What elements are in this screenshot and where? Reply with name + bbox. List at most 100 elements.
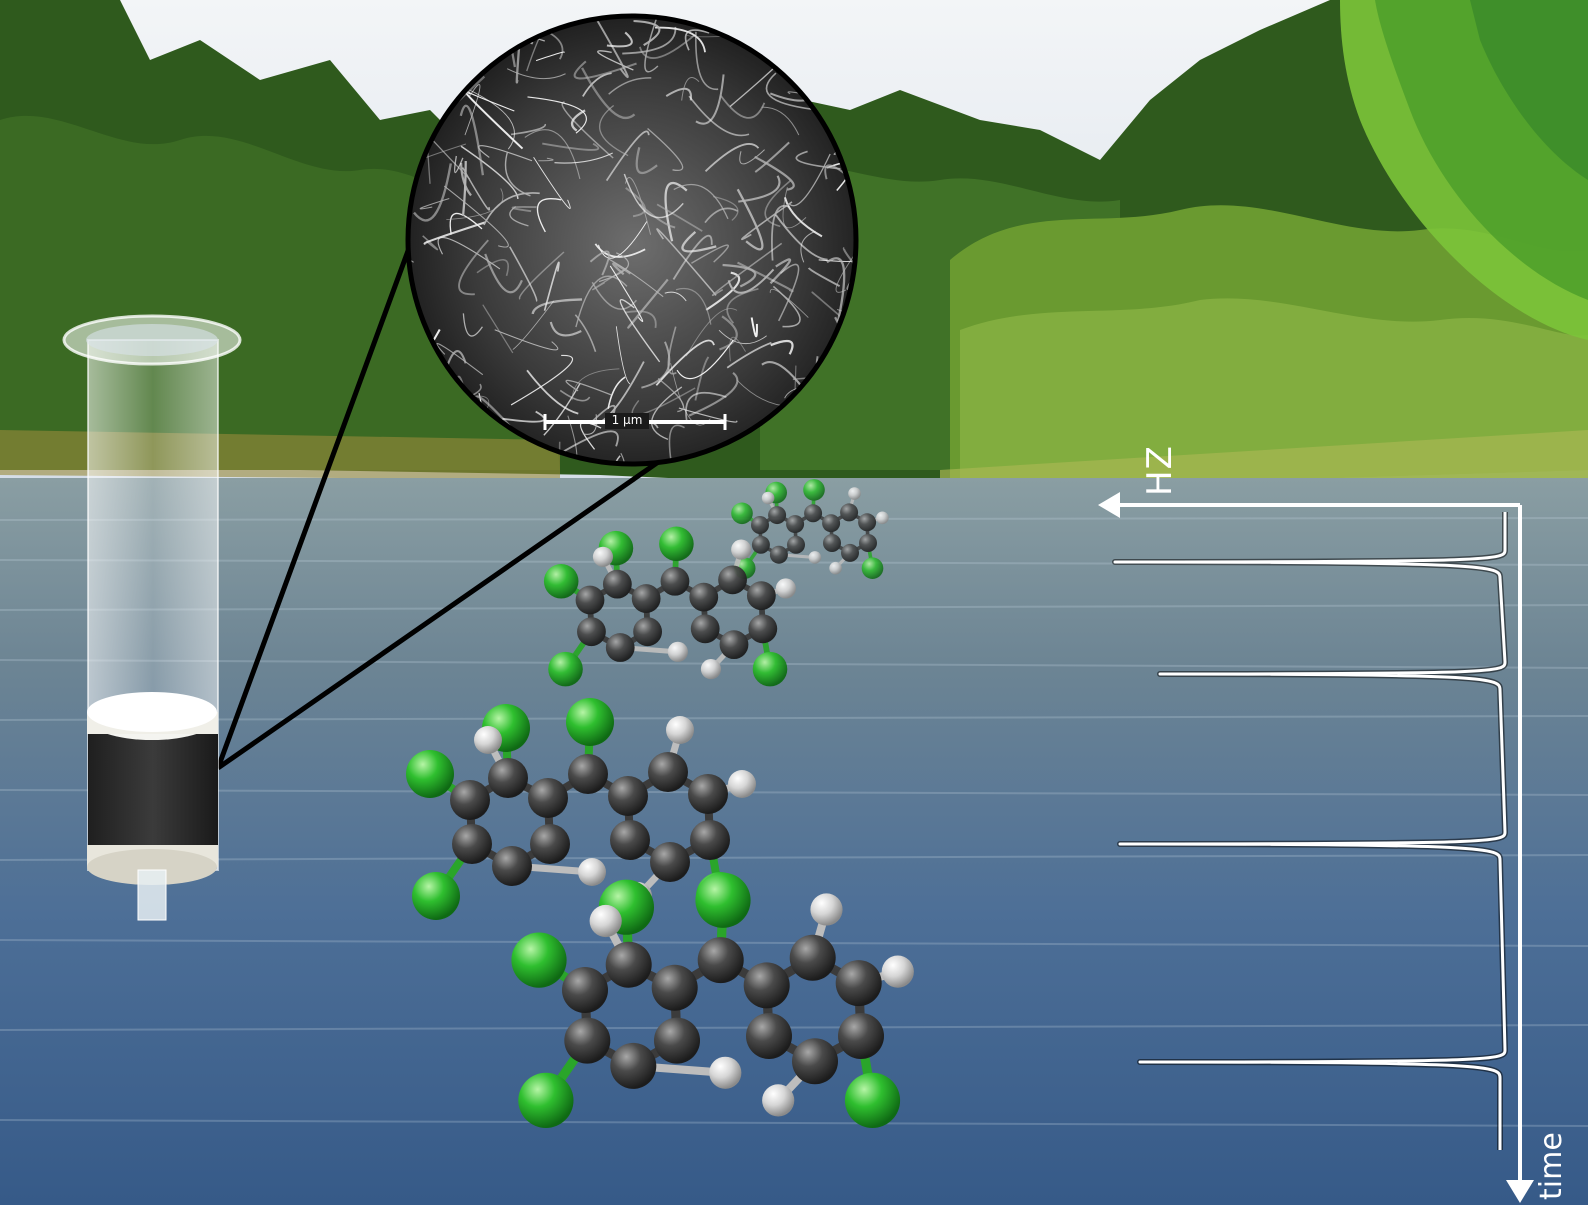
carbon-atom — [528, 778, 568, 818]
chlorine-atom — [752, 651, 788, 687]
carbon-atom — [859, 534, 877, 552]
carbon-atom — [660, 566, 690, 596]
carbon-atom — [769, 545, 788, 564]
carbon-atom — [648, 752, 688, 792]
hz-axis-arrow — [1098, 492, 1120, 518]
carbon-atom — [492, 846, 532, 886]
carbon-atom — [651, 964, 698, 1011]
carbon-atom — [789, 934, 836, 981]
molecule-near — [406, 698, 756, 920]
carbon-atom — [835, 960, 882, 1007]
spe-cartridge — [62, 314, 242, 921]
carbon-atom — [787, 535, 805, 554]
carbon-atom — [768, 506, 787, 525]
carbon-atom — [450, 780, 490, 820]
carbon-atom — [633, 617, 662, 647]
chlorine-atom — [731, 502, 753, 525]
molecule-front — [511, 872, 914, 1128]
carbon-atom — [746, 581, 776, 611]
hydrogen-atom — [474, 726, 502, 754]
hydrogen-atom — [700, 659, 722, 680]
chlorine-atom — [803, 479, 825, 501]
carbon-atom — [822, 514, 841, 533]
time-axis-arrow — [1506, 1180, 1534, 1203]
carbon-atom — [838, 1013, 884, 1059]
hydrogen-atom — [731, 539, 752, 560]
time-axis-label: time — [1534, 1132, 1569, 1200]
chlorine-atom — [566, 698, 614, 746]
carbon-atom — [746, 1013, 792, 1059]
carbon-atom — [690, 820, 730, 860]
hydrogen-atom — [848, 487, 861, 500]
hydrogen-atom — [876, 511, 889, 525]
hydrogen-atom — [578, 858, 606, 886]
carbon-atom — [575, 585, 605, 615]
carbon-atom — [804, 504, 823, 523]
chlorine-atom — [518, 1072, 574, 1128]
carbon-atom — [608, 776, 648, 816]
carbon-atom — [697, 937, 744, 984]
carbon-atom — [858, 513, 877, 532]
hydrogen-atom — [829, 561, 842, 575]
carbon-atom — [562, 967, 608, 1013]
chlorine-atom — [548, 651, 583, 687]
accent-arc — [1340, 0, 1588, 340]
molecule-mid — [543, 526, 796, 687]
carbon-atom — [564, 1017, 611, 1064]
carbon-atom — [610, 820, 650, 860]
hydrogen-atom — [810, 893, 843, 926]
carbon-atom — [568, 754, 608, 794]
carbon-atom — [718, 565, 747, 595]
chlorine-atom — [844, 1072, 901, 1128]
carbon-atom — [610, 1042, 657, 1089]
carbon-atom — [719, 630, 749, 660]
carbon-atom — [605, 941, 652, 988]
chlorine-atom — [406, 750, 454, 798]
carbon-atom — [690, 614, 720, 644]
pcb-molecules — [406, 479, 914, 1128]
hydrogen-atom — [666, 716, 694, 744]
hz-axis-label: HZ — [1140, 445, 1180, 496]
hydrogen-atom — [775, 578, 796, 599]
chlorine-atom — [511, 932, 567, 988]
carbon-atom — [602, 569, 632, 599]
molecule-far — [731, 479, 889, 579]
carbon-atom — [751, 535, 770, 554]
carbon-atom — [689, 582, 719, 612]
carbon-atom — [688, 774, 728, 814]
carbon-atom — [654, 1017, 700, 1064]
carbon-atom — [631, 584, 661, 613]
hydrogen-atom — [592, 546, 614, 567]
carbon-atom — [841, 543, 859, 562]
zoom-lines — [215, 239, 692, 771]
chromatogram — [1098, 492, 1534, 1203]
hydrogen-atom — [589, 904, 622, 938]
hydrogen-atom — [762, 1084, 795, 1117]
chlorine-atom — [543, 564, 579, 599]
chlorine-atom — [659, 526, 694, 562]
chlorine-atom — [412, 872, 460, 920]
carbon-atom — [840, 503, 859, 522]
carbon-atom — [743, 962, 790, 1009]
carbon-atom — [786, 515, 805, 534]
chromatogram-trace — [1113, 512, 1507, 1150]
carbon-atom — [792, 1038, 838, 1085]
chlorine-atom — [861, 557, 884, 579]
carbon-atom — [748, 614, 778, 644]
hydrogen-atom — [881, 955, 914, 988]
carbon-atom — [452, 824, 492, 864]
sorbent-bed — [88, 720, 218, 860]
carbon-atom — [605, 633, 635, 662]
carbon-atom — [577, 617, 606, 647]
scale-bar-label: 1 µm — [611, 413, 643, 427]
hydrogen-atom — [808, 551, 822, 564]
carbon-atom — [751, 516, 769, 534]
hydrogen-atom — [667, 641, 688, 662]
hydrogen-atom — [761, 491, 775, 505]
carbon-atom — [488, 758, 528, 798]
hydrogen-atom — [709, 1056, 742, 1089]
carbon-atom — [823, 534, 841, 552]
carbon-atom — [650, 842, 690, 882]
